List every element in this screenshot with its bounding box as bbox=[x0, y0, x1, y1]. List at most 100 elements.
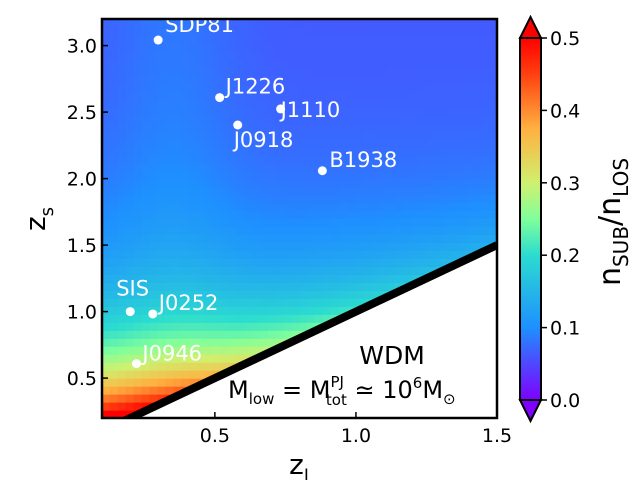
heatmap-cell bbox=[315, 34, 324, 44]
heatmap-cell bbox=[378, 194, 387, 204]
heatmap-cell bbox=[315, 74, 324, 84]
heatmap-cell bbox=[236, 146, 245, 156]
heatmap-cell bbox=[465, 154, 474, 164]
heatmap-cell bbox=[165, 98, 174, 108]
heatmap-cell bbox=[260, 186, 269, 196]
heatmap-cell bbox=[386, 98, 395, 108]
heatmap-cell bbox=[228, 66, 237, 76]
heatmap-cell bbox=[481, 50, 490, 60]
heatmap-cell bbox=[133, 154, 143, 164]
heatmap-cell bbox=[125, 170, 135, 180]
heatmap-cell bbox=[291, 298, 301, 307]
heatmap-cell bbox=[173, 226, 182, 236]
heatmap-cell bbox=[244, 130, 253, 140]
heatmap-cell bbox=[481, 146, 490, 156]
heatmap-cell bbox=[489, 218, 497, 228]
heatmap-cell bbox=[157, 226, 166, 236]
heatmap-cell bbox=[260, 74, 269, 84]
heatmap-cell bbox=[331, 226, 340, 236]
heatmap-cell bbox=[410, 170, 419, 180]
heatmap-cell bbox=[212, 98, 222, 108]
heatmap-cell bbox=[299, 114, 308, 124]
heatmap-cell bbox=[425, 210, 435, 220]
heatmap-cell bbox=[149, 34, 158, 44]
heatmap-cell bbox=[370, 186, 380, 196]
heatmap-cell bbox=[102, 274, 111, 283]
heatmap-cell bbox=[196, 322, 206, 331]
heatmap-cell bbox=[386, 218, 395, 228]
heatmap-cell bbox=[339, 226, 348, 236]
heatmap-cell bbox=[173, 386, 182, 395]
heatmap-cell bbox=[473, 154, 482, 164]
heatmap-cell bbox=[196, 370, 206, 379]
heatmap-cell bbox=[133, 330, 143, 339]
heatmap-cell bbox=[410, 218, 419, 228]
heatmap-cell bbox=[339, 58, 348, 68]
heatmap-cell bbox=[236, 346, 245, 355]
heatmap-cell bbox=[346, 122, 356, 132]
heatmap-cell bbox=[244, 330, 253, 339]
heatmap-cell bbox=[141, 146, 150, 156]
heatmap-cell bbox=[354, 42, 364, 52]
heatmap-cell bbox=[188, 346, 198, 355]
heatmap-cell bbox=[354, 50, 364, 60]
heatmap-cell bbox=[181, 290, 190, 299]
heatmap-cell bbox=[149, 330, 158, 339]
heatmap-cell bbox=[354, 162, 364, 172]
heatmap-cell bbox=[441, 82, 451, 92]
heatmap-cell bbox=[117, 346, 127, 355]
heatmap-cell bbox=[196, 42, 206, 52]
heatmap-cell bbox=[204, 218, 214, 228]
heatmap-cell bbox=[354, 114, 364, 124]
heatmap-cell bbox=[465, 42, 474, 52]
heatmap-cell bbox=[173, 50, 182, 60]
heatmap-cell bbox=[102, 322, 111, 331]
heatmap-cell bbox=[165, 322, 174, 331]
heatmap-cell bbox=[188, 306, 198, 315]
heatmap-cell bbox=[188, 314, 198, 323]
heatmap-cell bbox=[260, 138, 269, 148]
heatmap-cell bbox=[149, 138, 158, 148]
heatmap-cell bbox=[307, 122, 316, 132]
heatmap-cell bbox=[489, 170, 497, 180]
heatmap-cell bbox=[173, 42, 182, 52]
heatmap-cell bbox=[260, 234, 269, 244]
heatmap-cell bbox=[275, 66, 285, 76]
heatmap-cell bbox=[228, 162, 237, 172]
heatmap-cell bbox=[267, 50, 277, 60]
heatmap-cell bbox=[378, 266, 387, 275]
heatmap-cell bbox=[244, 234, 253, 244]
heatmap-cell bbox=[370, 66, 380, 76]
heatmap-cell bbox=[109, 74, 119, 84]
heatmap-cell bbox=[378, 242, 387, 252]
heatmap-cell bbox=[236, 90, 245, 100]
heatmap-cell bbox=[267, 274, 277, 283]
heatmap-cell bbox=[117, 338, 127, 347]
heatmap-cell bbox=[433, 210, 443, 220]
heatmap-cell bbox=[196, 178, 206, 188]
heatmap-cell bbox=[299, 306, 308, 315]
heatmap-cell bbox=[125, 274, 135, 283]
heatmap-cell bbox=[489, 178, 497, 188]
heatmap-cell bbox=[141, 330, 150, 339]
heatmap-cell bbox=[117, 74, 127, 84]
heatmap-cell bbox=[102, 98, 111, 108]
heatmap-cell bbox=[220, 170, 229, 180]
heatmap-cell bbox=[339, 122, 348, 132]
heatmap-cell bbox=[481, 58, 490, 68]
heatmap-cell bbox=[109, 138, 119, 148]
heatmap-cell bbox=[362, 154, 372, 164]
heatmap-cell bbox=[307, 66, 316, 76]
heatmap-cell bbox=[441, 194, 451, 204]
heatmap-cell bbox=[141, 386, 150, 395]
heatmap-cell bbox=[133, 210, 143, 220]
heatmap-cell bbox=[402, 130, 411, 140]
heatmap-cell bbox=[394, 106, 403, 116]
heatmap-cell bbox=[323, 210, 332, 220]
heatmap-cell bbox=[339, 202, 348, 212]
heatmap-cell bbox=[339, 250, 348, 259]
heatmap-cell bbox=[133, 66, 143, 76]
heatmap-cell bbox=[188, 90, 198, 100]
heatmap-cell bbox=[425, 266, 435, 275]
heatmap-cell bbox=[370, 250, 380, 259]
